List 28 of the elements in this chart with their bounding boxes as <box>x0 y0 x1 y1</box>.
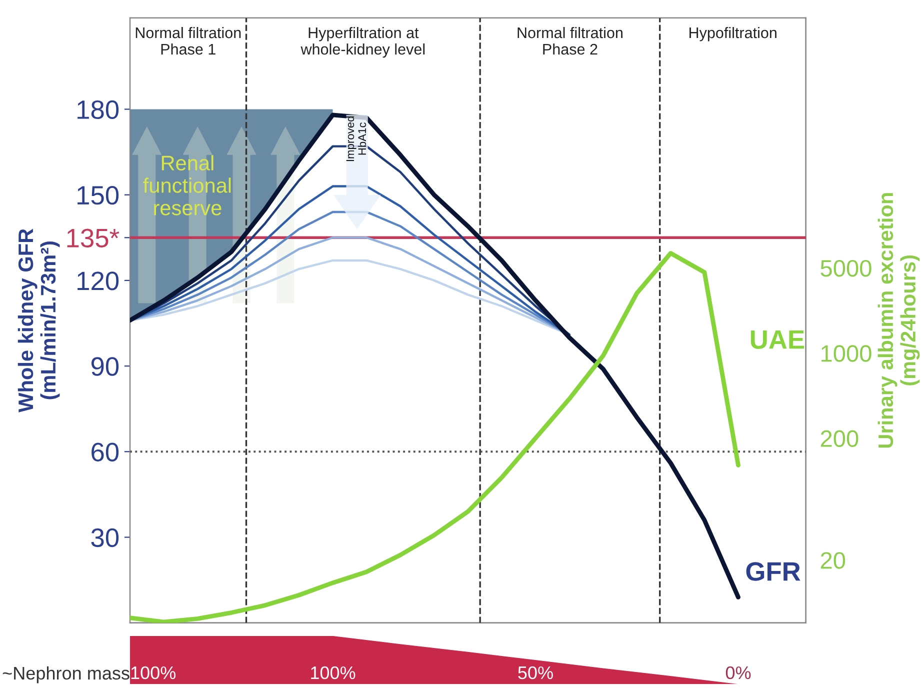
data-label: 50% <box>518 666 553 680</box>
annotation: Normal filtration Phase 1 <box>136 26 241 55</box>
series-label: UAE <box>750 330 804 349</box>
line-series <box>130 112 740 600</box>
y-tick-label: 135* <box>67 228 120 248</box>
y-tick-label: 120 <box>78 272 119 290</box>
y2-tick-label: 1000 <box>822 345 872 362</box>
y-axis-title: ~Nephron mass <box>2 666 130 684</box>
y2-tick-label: 200 <box>820 430 858 448</box>
y2-tick-label: 5000 <box>820 260 872 277</box>
y2-axis-title: Urinary albumin excretion (mg/24hours) <box>878 193 920 448</box>
annotation: Renal functional reserve <box>143 155 231 216</box>
y-tick-label: 150 <box>78 186 119 205</box>
annotation: Hypofiltration <box>690 26 776 42</box>
data-label: 0% <box>726 666 751 680</box>
data-label: 100% <box>131 666 176 680</box>
annotation: Improved HbA1c <box>346 116 366 162</box>
y-tick-label: 90 <box>91 357 119 376</box>
y-tick-label: 180 <box>78 100 119 120</box>
data-label: 100% <box>311 666 356 680</box>
y-tick-label: 60 <box>92 442 119 462</box>
annotation: Hyperfiltration at whole-kidney level <box>300 26 425 58</box>
y2-tick-label: 20 <box>820 552 846 569</box>
series-label: GFR <box>746 562 800 581</box>
line-series <box>130 251 740 623</box>
y-axis-title: Whole kidney GFR (mL/min/1.73m²) <box>18 228 60 412</box>
annotation: Normal filtration Phase 2 <box>518 26 622 55</box>
y-tick-label: 30 <box>91 528 119 548</box>
